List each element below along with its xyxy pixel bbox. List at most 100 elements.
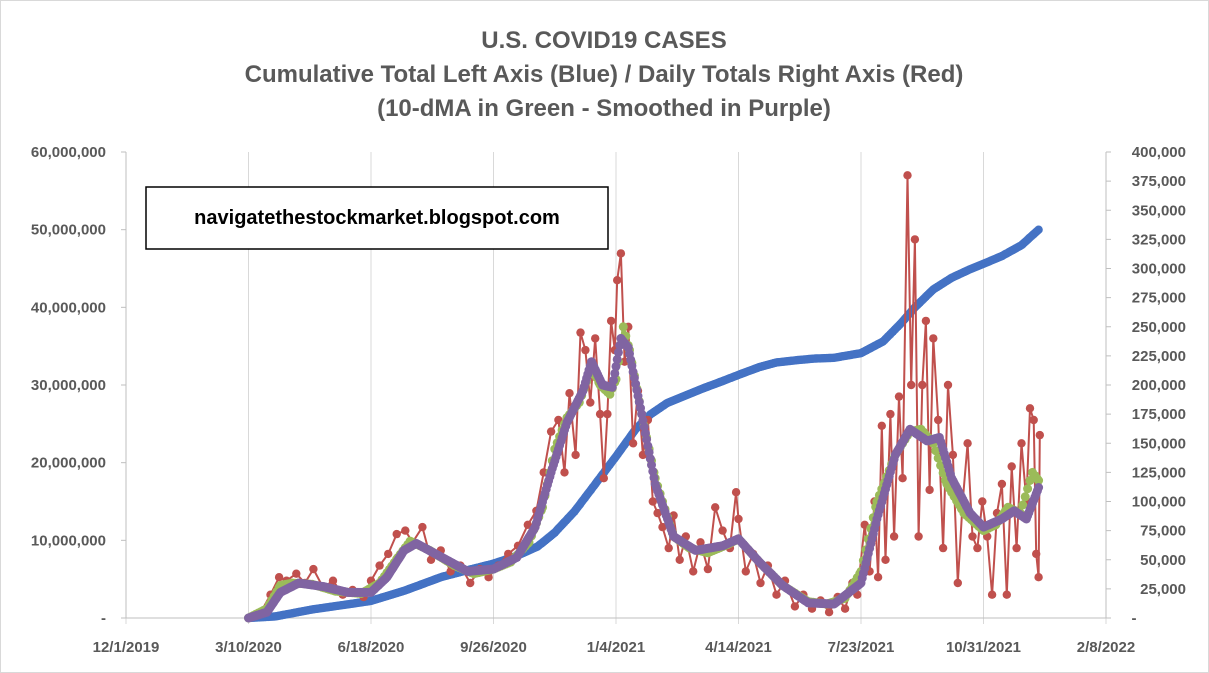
series-daily-point — [595, 409, 605, 419]
series-daily-point — [910, 235, 920, 244]
x-tick-label: 4/14/2021 — [705, 639, 772, 656]
y-right-tick-label: 350,000 — [1132, 202, 1186, 219]
chart-title: U.S. COVID19 CASES Cumulative Total Left… — [245, 27, 964, 122]
series-daily-point — [648, 497, 657, 506]
series-daily-point — [978, 497, 987, 506]
y-right-tick-label: 325,000 — [1132, 231, 1186, 248]
series-daily-point — [840, 604, 850, 613]
series-daily-point — [401, 526, 410, 535]
series-daily-point — [571, 450, 580, 460]
series-daily-point — [741, 567, 750, 576]
y-left-tick-label: 30,000,000 — [31, 377, 106, 394]
y-left-tick-label: - — [101, 610, 106, 627]
series-daily-point — [756, 578, 765, 588]
series-ma10-point — [1023, 484, 1033, 494]
series-daily-point — [877, 421, 886, 430]
series-smoothed-point — [611, 361, 621, 371]
y-right-tick-label: 225,000 — [1132, 348, 1186, 365]
series-daily-point — [929, 334, 938, 343]
series-daily-point — [943, 380, 953, 390]
series-daily-point — [948, 450, 958, 460]
y-left-tick-label: 50,000,000 — [31, 222, 106, 239]
chart-title-line-2: Cumulative Total Left Axis (Blue) / Dail… — [245, 61, 964, 88]
series-smoothed-point — [607, 382, 617, 392]
series-daily-point — [1032, 549, 1041, 559]
series-daily-point — [539, 468, 548, 477]
series-daily-point — [603, 409, 612, 419]
y-left-tick-label: 20,000,000 — [31, 455, 106, 472]
y-right-tick-label: - — [1132, 610, 1137, 627]
y-right-tick-label: 200,000 — [1132, 377, 1186, 394]
series-daily-point — [384, 549, 393, 559]
x-tick-label: 7/23/2021 — [828, 639, 895, 656]
series-daily-point — [653, 508, 662, 518]
series-daily-point — [953, 578, 962, 588]
series-daily-point — [606, 316, 616, 326]
annotation-box-border — [145, 186, 609, 250]
series-daily-point — [918, 380, 927, 390]
series-daily-point — [907, 380, 916, 390]
series-daily-point — [1002, 590, 1011, 599]
series-daily-point — [628, 439, 638, 448]
x-tick-label: 9/26/2020 — [460, 639, 527, 656]
series-daily-point — [772, 590, 781, 599]
series-daily-point — [696, 538, 705, 547]
series-daily-point — [898, 474, 907, 483]
series-daily-point — [734, 514, 743, 524]
series-daily-point — [987, 590, 997, 599]
annotation-text: navigatethestockmarket.blogspot.com — [194, 207, 560, 229]
x-tick-label: 10/31/2021 — [946, 639, 1021, 656]
series-daily-point — [392, 529, 401, 539]
y-right-tick-label: 150,000 — [1132, 435, 1186, 452]
x-tick-label: 2/8/2022 — [1077, 639, 1135, 656]
series-daily-point — [1025, 404, 1035, 413]
series-daily-point — [1007, 462, 1016, 471]
series-daily-point — [934, 415, 943, 425]
series-daily-point — [938, 543, 948, 553]
series-daily-point — [689, 567, 698, 576]
series-daily-point — [586, 398, 595, 407]
series-daily-point — [973, 543, 982, 553]
series-daily-point — [903, 171, 912, 180]
y-right-tick-label: 300,000 — [1132, 261, 1186, 278]
series-ma10-point — [1018, 500, 1028, 510]
series-daily-point — [1012, 543, 1021, 553]
series-ma10-point — [931, 446, 941, 456]
series-ma10-point — [618, 322, 628, 332]
series-daily-point — [997, 479, 1007, 489]
y-right-tick-label: 75,000 — [1140, 523, 1186, 540]
series-daily-point — [616, 249, 626, 258]
series-daily-point — [894, 392, 904, 401]
series-daily-point — [1034, 573, 1043, 582]
series-daily-point — [675, 555, 684, 564]
series-daily-point — [466, 578, 475, 588]
series-daily-point — [921, 316, 931, 326]
series-daily-point — [824, 608, 834, 617]
series-daily-point — [664, 543, 673, 553]
y-right-tick-label: 25,000 — [1140, 581, 1186, 598]
x-tick-label: 6/18/2020 — [338, 639, 405, 656]
y-right-tick-label: 375,000 — [1132, 173, 1186, 190]
series-daily-point — [418, 522, 427, 532]
x-tick-label: 3/10/2020 — [215, 639, 282, 656]
series-daily-point — [718, 526, 727, 535]
series-daily-point — [309, 564, 318, 574]
y-left-tick-label: 40,000,000 — [31, 299, 106, 316]
series-daily-point — [1029, 415, 1038, 425]
series-ma10-point — [1020, 492, 1030, 502]
series-smoothed — [244, 333, 1044, 623]
series-daily-point — [576, 328, 585, 337]
y-right-tick-label: 250,000 — [1132, 319, 1186, 336]
series-daily-point — [790, 602, 800, 611]
series-daily-point — [1017, 439, 1026, 448]
series-daily-point — [889, 532, 899, 541]
series-daily-point — [581, 345, 590, 355]
series-smoothed-point — [610, 368, 620, 378]
series-daily-point — [968, 532, 977, 541]
y-left-tick-label: 10,000,000 — [31, 532, 106, 549]
series-daily-point — [925, 485, 934, 495]
series-smoothed-point — [613, 347, 623, 357]
chart-title-line-1: U.S. COVID19 CASES — [481, 27, 726, 54]
series-daily-point — [711, 503, 720, 512]
